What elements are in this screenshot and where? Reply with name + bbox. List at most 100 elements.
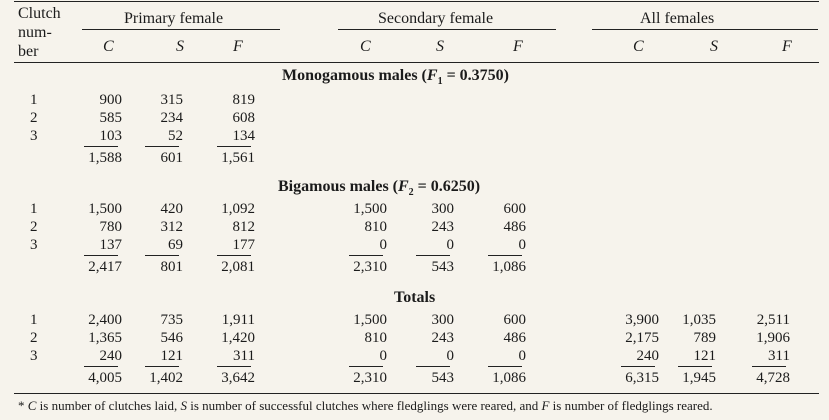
table-cell: 234	[160, 110, 184, 126]
table-cell: 311	[768, 348, 790, 364]
table-cell: 2,175	[625, 330, 659, 346]
table-cell: 0	[379, 348, 388, 364]
section-title-monogamous: Monogamous males (F1 = 0.3750)	[282, 67, 510, 88]
table-cell: 600	[503, 312, 527, 328]
table-cell: 300	[431, 312, 455, 328]
total-cell: 4,005	[88, 370, 122, 386]
table-cell: 810	[364, 219, 388, 235]
table-cell: 0	[446, 348, 455, 364]
table-cell: 69	[168, 237, 183, 253]
total-cell: 601	[160, 150, 184, 166]
table-cell: 1,500	[88, 201, 122, 217]
table-cell: 585	[99, 110, 123, 126]
table-cell: 311	[233, 348, 255, 364]
table-cell: 177	[232, 237, 256, 253]
total-cell: 2,081	[221, 259, 255, 275]
subtotal-rule	[145, 255, 179, 256]
table-cell: 1,906	[756, 330, 790, 346]
row-label: 2	[30, 219, 38, 235]
secondary-female-header: Secondary female	[378, 10, 494, 27]
table-cell: 1,035	[682, 312, 716, 328]
column-header-s-7: S	[710, 38, 718, 55]
subtotal-rule	[349, 255, 383, 256]
table-cell: 0	[446, 237, 455, 253]
table-cell: 0	[518, 237, 527, 253]
table-cell: 735	[160, 312, 184, 328]
table-cell: 121	[693, 348, 717, 364]
table-cell: 0	[518, 348, 527, 364]
column-header-s-4: S	[436, 38, 444, 55]
bottom-rule	[14, 393, 819, 394]
total-cell: 2,417	[88, 259, 122, 275]
table-cell: 1,500	[353, 201, 387, 217]
table-cell: 121	[160, 348, 184, 364]
column-header-f-2: F	[233, 38, 243, 55]
clutch-number-header: Clutch num- ber	[18, 5, 61, 60]
row-label: 3	[30, 237, 38, 253]
table-cell: 240	[99, 348, 123, 364]
total-cell: 1,402	[149, 370, 183, 386]
subtotal-rule	[217, 366, 251, 367]
total-cell: 1,561	[221, 150, 255, 166]
primary-female-underline	[82, 29, 280, 30]
subtotal-rule	[621, 366, 655, 367]
total-cell: 6,315	[625, 370, 659, 386]
all-females-header: All females	[640, 10, 715, 27]
row-label: 2	[30, 330, 38, 346]
column-header-c-6: C	[633, 38, 644, 55]
table-cell: 300	[431, 201, 455, 217]
column-header-f-5: F	[513, 38, 523, 55]
table-cell: 2,400	[88, 312, 122, 328]
table-footnote: * C is number of clutches laid, S is num…	[18, 398, 713, 413]
table-cell: 103	[99, 128, 123, 144]
table-cell: 789	[693, 330, 717, 346]
table-cell: 243	[431, 219, 455, 235]
table-cell: 315	[160, 92, 184, 108]
table-cell: 486	[503, 219, 527, 235]
total-cell: 1,945	[682, 370, 716, 386]
table-cell: 134	[232, 128, 256, 144]
section-title-totals: Totals	[394, 289, 436, 306]
table-cell: 0	[379, 237, 388, 253]
total-cell: 1,588	[88, 150, 122, 166]
table-cell: 3,900	[625, 312, 659, 328]
subtotal-rule	[84, 255, 118, 256]
header-bottom-rule	[14, 62, 819, 63]
table-cell: 1,911	[221, 312, 255, 328]
table-cell: 2,511	[756, 312, 790, 328]
table-cell: 819	[232, 92, 256, 108]
column-header-c-3: C	[360, 38, 371, 55]
top-rule	[14, 1, 819, 2]
table-cell: 1,365	[88, 330, 122, 346]
subtotal-rule	[84, 146, 118, 147]
table-cell: 812	[232, 219, 256, 235]
total-cell: 543	[431, 370, 455, 386]
total-cell: 1,086	[492, 259, 526, 275]
column-header-c-0: C	[103, 38, 114, 55]
subtotal-rule	[488, 255, 522, 256]
table-cell: 312	[160, 219, 184, 235]
column-header-s-1: S	[176, 38, 184, 55]
table-cell: 243	[431, 330, 455, 346]
row-label: 1	[30, 312, 38, 328]
table-cell: 137	[99, 237, 123, 253]
table-cell: 486	[503, 330, 527, 346]
all-females-underline	[592, 29, 818, 30]
subtotal-rule	[217, 255, 251, 256]
table-cell: 1,092	[221, 201, 255, 217]
row-label: 3	[30, 348, 38, 364]
subtotal-rule	[752, 366, 786, 367]
subtotal-rule	[145, 366, 179, 367]
primary-female-header: Primary female	[124, 10, 224, 27]
total-cell: 1,086	[492, 370, 526, 386]
subtotal-rule	[145, 146, 179, 147]
table-cell: 608	[232, 110, 256, 126]
table-cell: 780	[99, 219, 123, 235]
table-cell: 546	[160, 330, 184, 346]
row-label: 2	[30, 110, 38, 126]
total-cell: 3,642	[221, 370, 255, 386]
subtotal-rule	[678, 366, 712, 367]
total-cell: 801	[160, 259, 184, 275]
total-cell: 4,728	[756, 370, 790, 386]
